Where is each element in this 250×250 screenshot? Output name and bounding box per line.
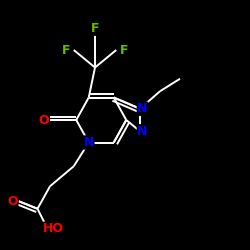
Text: HO: HO — [43, 222, 64, 235]
Text: F: F — [91, 22, 99, 35]
Text: N: N — [137, 102, 148, 115]
Text: F: F — [120, 44, 128, 57]
Text: N: N — [84, 136, 94, 149]
Text: N: N — [137, 125, 148, 138]
Text: F: F — [62, 44, 70, 57]
Text: O: O — [7, 195, 18, 208]
Text: O: O — [38, 114, 49, 126]
